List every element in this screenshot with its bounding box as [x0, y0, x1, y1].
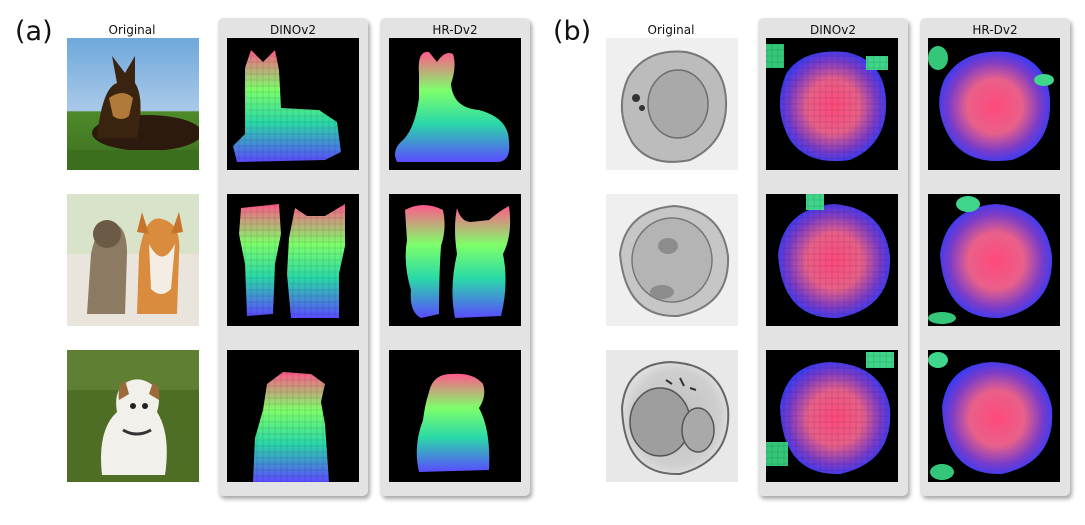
panel-label-b: (b) [553, 16, 592, 47]
hrdv2-feature-map-cell-3 [928, 350, 1060, 482]
hrdv2-feature-map-dogs-2 [389, 194, 521, 326]
col-title-hrdv2-b: HR-Dv2 [972, 23, 1018, 37]
dinov2-feature-map-cell-2 [766, 194, 898, 326]
original-image-cell-1 [606, 38, 738, 170]
original-image-dog-1 [67, 38, 199, 170]
col-title-dinov2-b: DINOv2 [810, 23, 856, 37]
dinov2-feature-map-dog-1 [227, 38, 359, 170]
original-image-dogs-2 [67, 194, 199, 326]
original-image-dog-3 [67, 350, 199, 482]
col-title-original-b: Original [647, 23, 695, 37]
col-title-hrdv2-a: HR-Dv2 [432, 23, 478, 37]
col-title-dinov2-a: DINOv2 [270, 23, 316, 37]
original-image-cell-2 [606, 194, 738, 326]
col-title-original-a: Original [108, 23, 156, 37]
dinov2-feature-map-dogs-2 [227, 194, 359, 326]
dinov2-feature-map-cell-1 [766, 38, 898, 170]
panel-label-a: (a) [15, 16, 53, 47]
dinov2-feature-map-dog-3 [227, 350, 359, 482]
dinov2-feature-map-cell-3 [766, 350, 898, 482]
hrdv2-feature-map-dog-3 [389, 350, 521, 482]
hrdv2-feature-map-cell-2 [928, 194, 1060, 326]
hrdv2-feature-map-cell-1 [928, 38, 1060, 170]
original-image-cell-3 [606, 350, 738, 482]
hrdv2-feature-map-dog-1 [389, 38, 521, 170]
